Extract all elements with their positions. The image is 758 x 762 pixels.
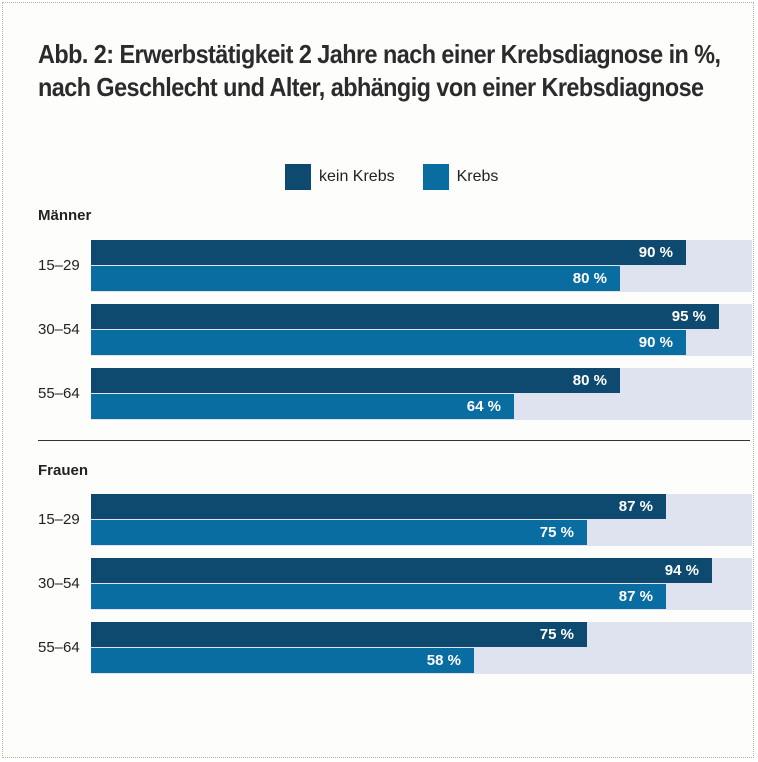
legend-item-kein-krebs: kein Krebs xyxy=(285,164,395,190)
age-label-frauen-55-64: 55–64 xyxy=(38,639,80,656)
data-label-maenner-55-64-kein-krebs: 80 % xyxy=(572,372,607,389)
data-label-frauen-30-54-krebs: 87 % xyxy=(618,588,653,605)
legend-label-kein-krebs: kein Krebs xyxy=(319,168,395,185)
data-label-maenner-15-29-krebs: 80 % xyxy=(572,270,607,287)
group-label-maenner: Männer xyxy=(38,207,92,224)
bar-maenner-30-54-kein-krebs xyxy=(91,304,719,329)
legend-label-krebs: Krebs xyxy=(456,168,499,185)
chart-title-line-2: nach Geschlecht und Alter, abhängig von … xyxy=(38,72,704,102)
legend: kein Krebs Krebs xyxy=(285,164,498,190)
age-label-maenner-30-54: 30–54 xyxy=(38,321,80,338)
age-label-maenner-15-29: 15–29 xyxy=(38,257,80,274)
legend-swatch-krebs xyxy=(422,164,449,190)
bar-frauen-15-29-kein-krebs xyxy=(91,494,666,519)
group-label-frauen: Frauen xyxy=(38,462,89,479)
data-label-frauen-55-64-krebs: 58 % xyxy=(426,652,461,669)
data-label-frauen-15-29-krebs: 75 % xyxy=(539,524,574,541)
bar-maenner-15-29-kein-krebs xyxy=(91,240,686,265)
bar-maenner-30-54-krebs xyxy=(91,330,686,355)
group-divider xyxy=(38,440,750,441)
data-label-frauen-15-29-kein-krebs: 87 % xyxy=(618,498,653,515)
age-label-frauen-30-54: 30–54 xyxy=(38,575,80,592)
age-label-frauen-15-29: 15–29 xyxy=(38,511,80,528)
data-label-maenner-30-54-krebs: 90 % xyxy=(638,334,673,351)
bar-maenner-55-64-krebs xyxy=(91,394,514,419)
legend-swatch-kein-krebs xyxy=(285,164,311,190)
data-label-frauen-55-64-kein-krebs: 75 % xyxy=(539,626,574,643)
age-label-maenner-55-64: 55–64 xyxy=(38,385,80,402)
chart-title-line-1: Abb. 2: Erwerbstätigkeit 2 Jahre nach ei… xyxy=(38,39,721,69)
bar-frauen-55-64-krebs xyxy=(91,648,474,673)
data-label-maenner-15-29-kein-krebs: 90 % xyxy=(638,244,673,261)
bar-maenner-55-64-kein-krebs xyxy=(91,368,620,393)
data-label-maenner-30-54-kein-krebs: 95 % xyxy=(671,308,706,325)
legend-item-krebs: Krebs xyxy=(422,164,499,190)
bar-maenner-15-29-krebs xyxy=(91,266,620,291)
bar-frauen-15-29-krebs xyxy=(91,520,587,545)
chart-title: Abb. 2: Erwerbstätigkeit 2 Jahre nach ei… xyxy=(38,38,721,104)
data-label-maenner-55-64-krebs: 64 % xyxy=(466,398,501,415)
bar-frauen-30-54-krebs xyxy=(91,584,666,609)
data-label-frauen-30-54-kein-krebs: 94 % xyxy=(664,562,699,579)
bar-frauen-55-64-kein-krebs xyxy=(91,622,587,647)
bar-frauen-30-54-kein-krebs xyxy=(91,558,712,583)
